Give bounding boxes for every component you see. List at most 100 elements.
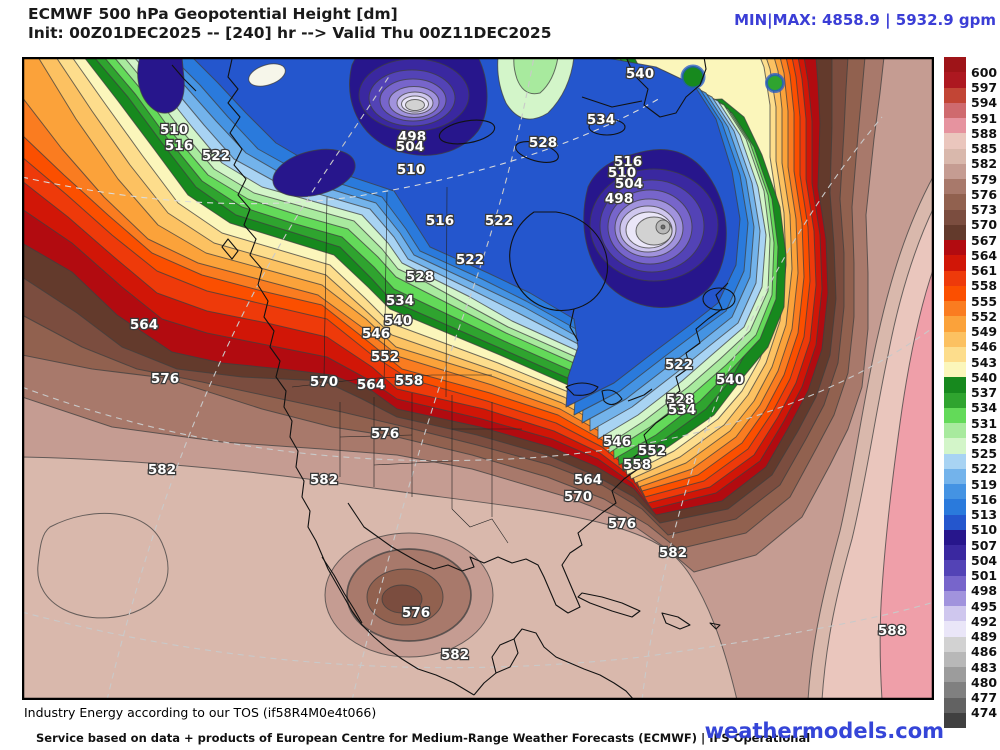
colorbar-label: 495 (971, 598, 998, 614)
contour-label: 570 (310, 374, 338, 390)
colorbar-label: 522 (971, 461, 998, 477)
contour-label: 588 (878, 623, 906, 639)
colorbar-cell (944, 590, 966, 606)
colorbar-cell (944, 346, 966, 362)
contour-label: 498 (605, 191, 633, 207)
contour-label: 564 (130, 317, 158, 333)
colorbar-label: 480 (971, 674, 998, 690)
colorbar-label: 585 (971, 141, 998, 156)
colorbar-cell (944, 423, 966, 439)
colorbar-cell (944, 377, 966, 393)
colorbar-label: 510 (971, 522, 998, 538)
colorbar-cell (944, 148, 966, 164)
colorbar-label: 492 (971, 613, 998, 629)
contour-label: 510 (160, 122, 188, 138)
contour-label: 564 (574, 472, 602, 488)
colorbar-label: 540 (971, 369, 998, 385)
contour-label: 564 (357, 377, 385, 393)
contour-label: 570 (564, 489, 592, 505)
contour-label: 522 (202, 148, 230, 164)
colorbar-label: 537 (971, 385, 998, 400)
contour-label: 522 (665, 357, 693, 373)
colorbar-cell (944, 560, 966, 576)
colorbar-label: 552 (971, 308, 998, 324)
contour-label: 540 (626, 66, 654, 82)
colorbar-cell (944, 453, 966, 469)
colorbar-label: 516 (971, 491, 998, 507)
colorbar-label: 549 (971, 324, 998, 339)
contour-label: 540 (384, 313, 412, 329)
title-line2: Init: 00Z01DEC2025 -- [240] hr --> Valid… (28, 24, 552, 42)
contour-label: 576 (151, 371, 179, 387)
colorbar-cell (944, 606, 966, 622)
chart-title: ECMWF 500 hPa Geopotential Height [dm] In… (28, 5, 551, 43)
colorbar-label: 489 (971, 629, 998, 644)
map-frame (22, 57, 934, 700)
contour-label: 552 (371, 349, 399, 365)
contour-label: 582 (310, 472, 338, 488)
contour-label: 558 (395, 373, 423, 389)
colorbar-cell (944, 667, 966, 683)
map-canvas: 510 516 522 498 504 510 516 522 522 528 534 540 546 5… (22, 57, 934, 700)
colorbar-cell (944, 301, 966, 317)
contour-label: 576 (608, 516, 636, 532)
contour-label: 528 (529, 135, 557, 151)
colorbar-label: 477 (971, 690, 998, 705)
contour-label: 582 (441, 647, 469, 663)
license-text: Industry Energy according to our TOS (if… (24, 705, 377, 720)
colorbar-label: 570 (971, 217, 998, 233)
contour-label: 546 (362, 326, 390, 342)
contour-label: 528 (406, 269, 434, 285)
polar-low-1 (358, 58, 470, 132)
colorbar-cell (944, 636, 966, 652)
colorbar-cell (944, 362, 966, 378)
colorbar-cell (944, 514, 966, 530)
colorbar-label: 525 (971, 446, 998, 461)
colorbar-cell (944, 682, 966, 698)
contour-bands (22, 57, 934, 700)
contour-label: 576 (371, 426, 399, 442)
colorbar-cell (944, 499, 966, 515)
colorbar-cell (944, 87, 966, 103)
colorbar-label: 513 (971, 507, 998, 522)
colorbar-cell (944, 118, 966, 134)
colorbar-label: 531 (971, 415, 998, 431)
contour-label: 516 (165, 138, 193, 154)
hudson-low-2 (589, 168, 719, 282)
colorbar-label: 561 (971, 263, 998, 278)
colorbar-cell (944, 57, 966, 73)
colorbar-cell (944, 697, 966, 713)
colorbar-label: 600 (971, 64, 998, 80)
colorbar-label: 597 (971, 80, 998, 95)
colorbar-cell (944, 468, 966, 484)
contour-label: 540 (716, 372, 744, 388)
colorbar-cell (944, 133, 966, 149)
contour-label: 534 (668, 402, 696, 418)
colorbar-label: 498 (971, 583, 998, 599)
colorbar-label: 534 (971, 400, 998, 416)
colorbar-label: 546 (971, 339, 998, 355)
colorbar-cell (944, 240, 966, 256)
state-borders (291, 186, 522, 544)
colorbar-label: 573 (971, 202, 998, 217)
colorbar-cell (944, 102, 966, 118)
coastlines (171, 57, 736, 700)
colorbar-cell (944, 285, 966, 301)
colorbar-label: 555 (971, 293, 998, 309)
colorbar-label: 486 (971, 644, 998, 660)
colorbar-cell (944, 209, 966, 225)
colorbar-cell (944, 72, 966, 88)
contour-label: 510 (397, 162, 425, 178)
colorbar-cell (944, 316, 966, 332)
contour-label: 534 (587, 112, 615, 128)
contour-label: 552 (638, 443, 666, 459)
colorbar: 600 597 594 591 588 585 582 579 576 573 570 567 564 5… (944, 57, 1000, 728)
colorbar-cell (944, 224, 966, 240)
colorbar-cell (944, 712, 966, 728)
colorbar-label: 474 (971, 705, 998, 721)
colorbar-label: 579 (971, 171, 998, 187)
colorbar-label: 591 (971, 110, 998, 126)
